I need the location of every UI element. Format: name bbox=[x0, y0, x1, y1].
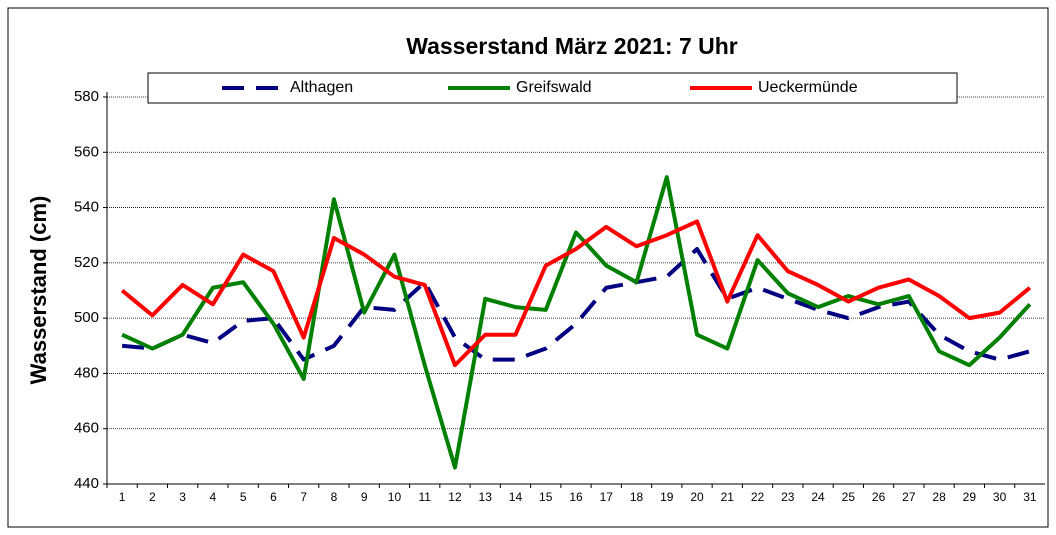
legend-label: Ueckermünde bbox=[758, 79, 858, 96]
y-tick-label: 460 bbox=[74, 420, 99, 437]
x-tick-label: 7 bbox=[300, 490, 307, 504]
x-tick-label: 18 bbox=[630, 490, 644, 504]
x-tick-label: 16 bbox=[569, 490, 583, 504]
x-tick-label: 2 bbox=[149, 490, 156, 504]
x-tick-label: 19 bbox=[660, 490, 674, 504]
y-tick-label: 560 bbox=[74, 143, 99, 160]
x-tick-label: 10 bbox=[388, 490, 402, 504]
x-tick-label: 8 bbox=[331, 490, 338, 504]
series-line bbox=[121, 175, 1032, 470]
x-tick-label: 29 bbox=[963, 490, 977, 504]
x-tick-label: 1 bbox=[119, 490, 126, 504]
legend-label: Greifswald bbox=[516, 79, 592, 96]
x-tick-label: 23 bbox=[781, 490, 795, 504]
x-tick-label: 6 bbox=[270, 490, 277, 504]
y-tick-label: 580 bbox=[74, 88, 99, 105]
x-tick-label: 12 bbox=[448, 490, 462, 504]
x-tick-label: 4 bbox=[210, 490, 217, 504]
x-tick-label: 26 bbox=[872, 490, 886, 504]
y-axis-label: Wasserstand (cm) bbox=[26, 196, 51, 385]
x-tick-label: 21 bbox=[721, 490, 735, 504]
x-tick-label: 17 bbox=[600, 490, 614, 504]
x-tick-label: 27 bbox=[902, 490, 916, 504]
y-tick-label: 520 bbox=[74, 254, 99, 271]
x-tick-label: 11 bbox=[418, 490, 431, 504]
x-tick-label: 3 bbox=[179, 490, 186, 504]
x-tick-label: 9 bbox=[361, 490, 368, 504]
x-tick-label: 31 bbox=[1023, 490, 1037, 504]
y-tick-label: 540 bbox=[74, 199, 99, 216]
x-tick-label: 13 bbox=[479, 490, 493, 504]
y-tick-label: 500 bbox=[74, 309, 99, 326]
x-tick-label: 20 bbox=[690, 490, 704, 504]
legend-box bbox=[147, 72, 958, 104]
x-tick-label: 14 bbox=[509, 490, 523, 504]
x-tick-label: 15 bbox=[539, 490, 553, 504]
series-line bbox=[120, 219, 1032, 368]
legend-label: Althagen bbox=[290, 79, 353, 96]
chart-title: Wasserstand März 2021: 7 Uhr bbox=[406, 33, 738, 59]
x-tick-label: 28 bbox=[932, 490, 946, 504]
series-line bbox=[121, 247, 1031, 362]
x-tick-label: 25 bbox=[842, 490, 856, 504]
x-tick-label: 5 bbox=[240, 490, 247, 504]
x-tick-label: 30 bbox=[993, 490, 1007, 504]
y-tick-label: 480 bbox=[74, 364, 99, 381]
y-tick-label: 440 bbox=[74, 475, 99, 492]
x-tick-label: 22 bbox=[751, 490, 765, 504]
x-tick-label: 24 bbox=[811, 490, 825, 504]
